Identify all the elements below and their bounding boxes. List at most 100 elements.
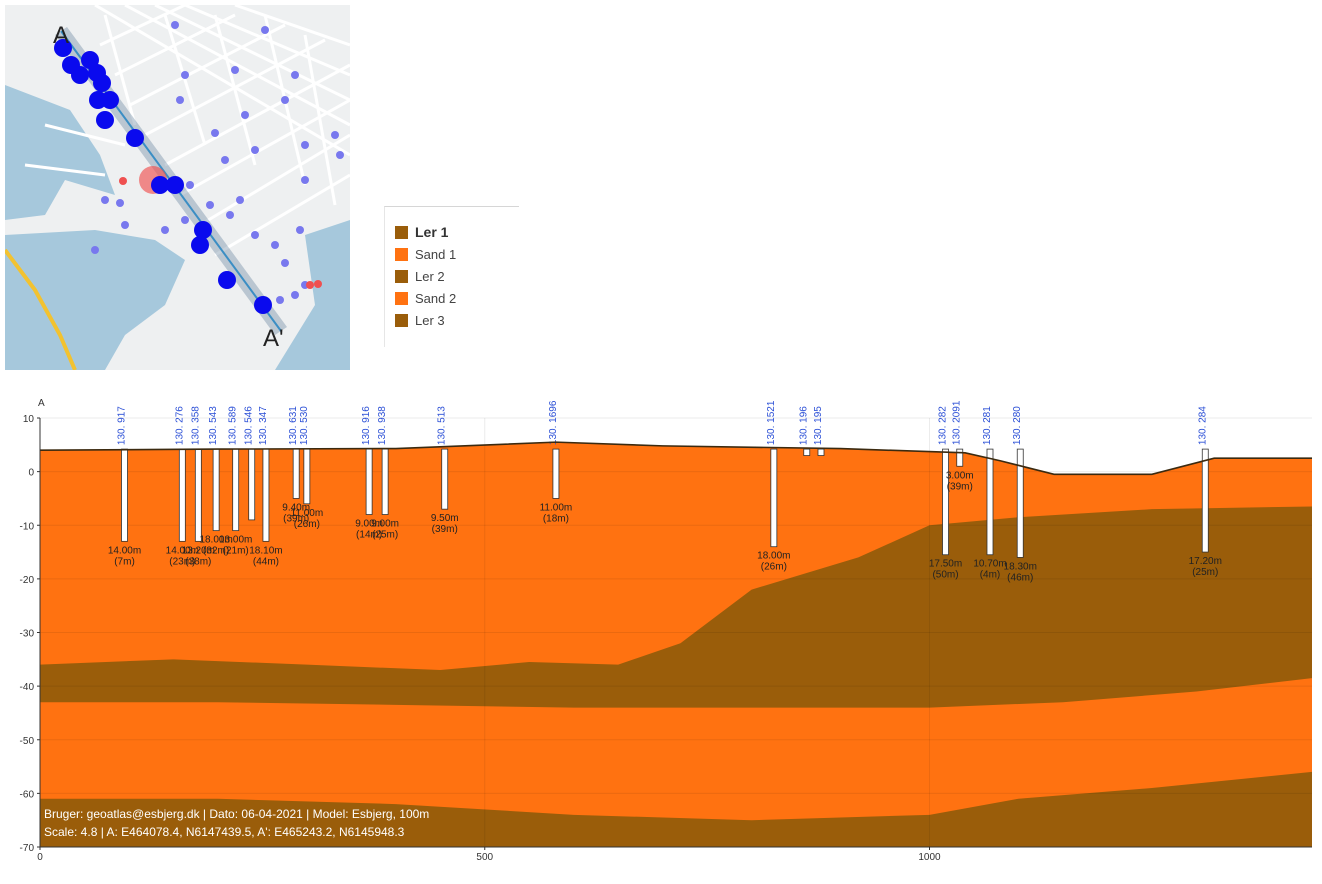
borehole-id[interactable]: 130. 530 bbox=[299, 406, 310, 445]
borehole-id[interactable]: 130. 631 bbox=[288, 406, 299, 445]
boring-dot[interactable] bbox=[281, 96, 289, 104]
boring-dot[interactable] bbox=[241, 111, 249, 119]
borehole-column[interactable] bbox=[1201, 448, 1209, 553]
borehole-id[interactable]: 130. 284 bbox=[1197, 406, 1208, 445]
borehole-id[interactable]: 130. 282 bbox=[938, 406, 949, 445]
borehole-id[interactable]: 130. 513 bbox=[437, 406, 448, 445]
borehole-id[interactable]: 130. 543 bbox=[208, 406, 219, 445]
boring-dot[interactable] bbox=[291, 71, 299, 79]
boring-dot[interactable] bbox=[126, 129, 144, 147]
borehole-column[interactable] bbox=[956, 448, 964, 467]
boring-dot[interactable] bbox=[71, 66, 89, 84]
borehole-column[interactable] bbox=[248, 448, 256, 521]
boring-dot[interactable] bbox=[91, 246, 99, 254]
boring-dot[interactable] bbox=[261, 26, 269, 34]
layer-ler-3[interactable] bbox=[40, 771, 1312, 847]
layer-areas bbox=[40, 442, 1312, 847]
borehole-id[interactable]: 130. 546 bbox=[244, 406, 255, 445]
legend-item[interactable]: Ler 2 bbox=[395, 266, 445, 286]
borehole-column[interactable] bbox=[121, 448, 128, 542]
boring-dot[interactable] bbox=[276, 296, 284, 304]
location-map[interactable]: A A' bbox=[5, 5, 350, 370]
boring-dot[interactable] bbox=[231, 66, 239, 74]
borehole-column[interactable] bbox=[194, 448, 202, 542]
legend-item[interactable]: Ler 3 bbox=[395, 310, 445, 330]
borehole-column[interactable] bbox=[552, 448, 560, 499]
borehole-column[interactable] bbox=[262, 448, 270, 542]
boring-dot[interactable] bbox=[226, 211, 234, 219]
boring-dot[interactable] bbox=[191, 236, 209, 254]
boring-dot[interactable] bbox=[116, 199, 124, 207]
boring-dot[interactable] bbox=[181, 71, 189, 79]
boring-dot[interactable] bbox=[251, 146, 259, 154]
boring-dot[interactable] bbox=[166, 176, 184, 194]
borehole-column[interactable] bbox=[770, 448, 778, 548]
borehole-id[interactable]: 130. 589 bbox=[228, 406, 239, 445]
boring-dot[interactable] bbox=[93, 74, 111, 92]
boring-dot[interactable] bbox=[306, 281, 314, 289]
borehole-id[interactable]: 130. 916 bbox=[361, 406, 372, 445]
boring-dot[interactable] bbox=[54, 39, 72, 57]
borehole-id[interactable]: 130. 195 bbox=[813, 406, 824, 445]
cross-section-chart[interactable]: 130. 917 14.00m (7m) 130. 276 14.00m (23m) 130… bbox=[0, 388, 1322, 879]
boring-dot[interactable] bbox=[96, 111, 114, 129]
borehole-id[interactable]: 130. 347 bbox=[258, 406, 269, 445]
boring-dot[interactable] bbox=[236, 196, 244, 204]
map-canvas[interactable]: A A' bbox=[5, 5, 350, 370]
borehole-column[interactable] bbox=[1016, 448, 1024, 558]
borehole-column[interactable] bbox=[803, 448, 811, 456]
boring-dot[interactable] bbox=[121, 221, 129, 229]
boring-dot[interactable] bbox=[271, 241, 279, 249]
legend-label: Sand 2 bbox=[415, 290, 457, 306]
boring-dot[interactable] bbox=[218, 271, 236, 289]
boring-dot[interactable] bbox=[251, 231, 259, 239]
boring-dot[interactable] bbox=[336, 151, 344, 159]
boring-dot[interactable] bbox=[314, 280, 322, 288]
borehole-id[interactable]: 130. 2091 bbox=[952, 400, 963, 445]
boring-dot[interactable] bbox=[254, 296, 272, 314]
legend-item[interactable]: Sand 1 bbox=[395, 244, 456, 264]
borehole-column[interactable] bbox=[441, 448, 449, 510]
borehole-column[interactable] bbox=[942, 448, 949, 556]
borehole-id[interactable]: 130. 281 bbox=[982, 406, 993, 445]
borehole-column[interactable] bbox=[292, 448, 300, 499]
borehole-id[interactable]: 130. 1696 bbox=[548, 400, 559, 445]
boring-dot[interactable] bbox=[281, 259, 289, 267]
boring-dot[interactable] bbox=[301, 141, 309, 149]
borehole-id[interactable]: 130. 276 bbox=[174, 406, 185, 445]
boring-dot[interactable] bbox=[101, 196, 109, 204]
boring-dot[interactable] bbox=[211, 129, 219, 137]
borehole-id[interactable]: 130. 280 bbox=[1012, 406, 1023, 445]
boring-dot[interactable] bbox=[181, 216, 189, 224]
boring-dot[interactable] bbox=[176, 96, 184, 104]
borehole-column[interactable] bbox=[817, 448, 825, 456]
borehole-id[interactable]: 130. 917 bbox=[117, 406, 128, 445]
boring-dot[interactable] bbox=[296, 226, 304, 234]
boring-dot[interactable] bbox=[194, 221, 212, 239]
boring-dot[interactable] bbox=[331, 131, 339, 139]
boring-dot[interactable] bbox=[161, 226, 169, 234]
borehole-id[interactable]: 130. 358 bbox=[190, 406, 201, 445]
borehole-column[interactable] bbox=[303, 448, 311, 505]
borehole-id[interactable]: 130. 938 bbox=[377, 406, 388, 445]
boring-dot[interactable] bbox=[301, 176, 309, 184]
legend-item[interactable]: Sand 2 bbox=[395, 288, 456, 308]
boring-dot[interactable] bbox=[151, 176, 169, 194]
boring-dot[interactable] bbox=[206, 201, 214, 209]
borehole-column[interactable] bbox=[212, 448, 220, 532]
borehole-column[interactable] bbox=[986, 448, 994, 556]
boring-dot[interactable] bbox=[101, 91, 119, 109]
borehole-column[interactable] bbox=[381, 448, 389, 515]
borehole-column[interactable] bbox=[232, 448, 240, 532]
borehole-id[interactable]: 130. 1521 bbox=[766, 400, 777, 445]
boring-dot[interactable] bbox=[171, 21, 179, 29]
boring-dot[interactable] bbox=[221, 156, 229, 164]
borehole-id[interactable]: 130. 196 bbox=[799, 406, 810, 445]
boring-dot[interactable] bbox=[291, 291, 299, 299]
borehole-column[interactable] bbox=[365, 448, 373, 515]
legend-item[interactable]: Ler 1 bbox=[395, 222, 448, 242]
boring-dot[interactable] bbox=[119, 177, 127, 185]
boring-dot[interactable] bbox=[186, 181, 194, 189]
borehole-column[interactable] bbox=[178, 448, 186, 542]
